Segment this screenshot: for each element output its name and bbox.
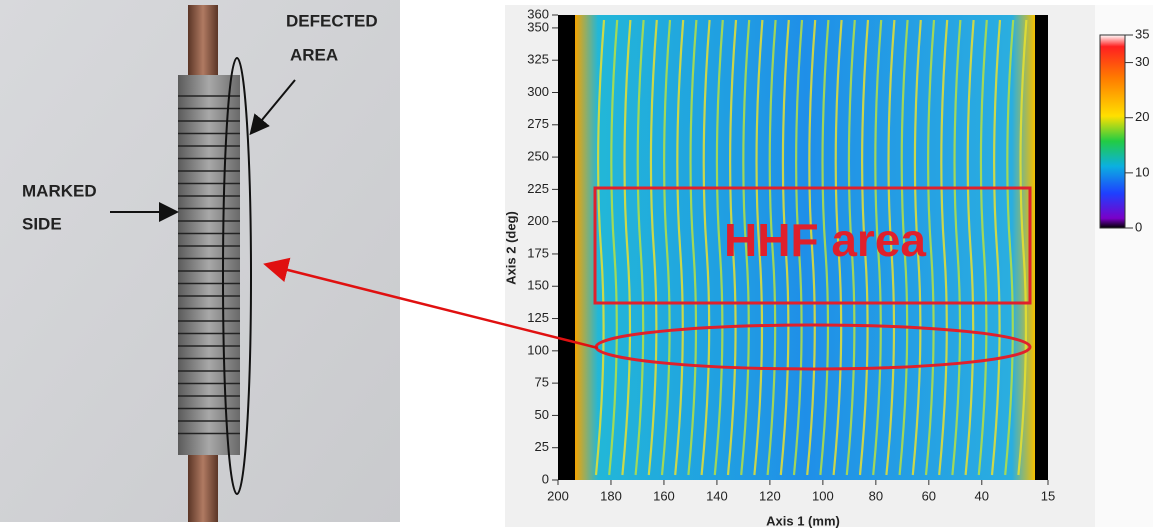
x-tick-label: 180 [600,488,622,503]
stripe [806,19,817,476]
stripe [726,19,738,476]
stripe [660,19,672,476]
stripe [951,19,962,476]
x-tick-label: 60 [922,488,936,503]
y-tick-label: 125 [527,310,549,325]
label: SIDE [22,214,62,233]
label: AREA [290,45,338,64]
stripe [1004,19,1015,476]
stripe [898,19,909,476]
stripe [1017,19,1028,476]
stripe [872,19,883,476]
x-axis-label: Axis 1 (mm) [766,513,840,528]
x-tick-label: 40 [975,488,989,503]
label: DEFECTED [286,11,378,30]
stripe [700,19,711,476]
stripe [792,19,804,476]
label: MARKED [22,181,97,200]
y-tick-label: 75 [535,375,549,390]
stripe [753,19,764,476]
x-tick-label: 120 [759,488,781,503]
x-tick-label: 100 [812,488,834,503]
y-tick-label: 275 [527,116,549,131]
y-tick-label: 0 [542,471,549,486]
stripe [647,19,658,476]
stripe [674,19,685,476]
stripe [713,19,724,476]
stripe [858,19,870,476]
y-tick-label: 250 [527,149,549,164]
stripe [819,19,830,476]
colorbar-tick-label: 10 [1135,164,1149,179]
stripe [977,19,988,476]
stripe [766,19,777,476]
stripe [964,19,975,476]
colorbar [1099,34,1126,229]
y-axis-label: Axis 2 (deg) [503,211,518,285]
stripe [779,19,790,476]
stripe [634,19,645,476]
heatmap-stripes [594,19,1028,476]
defect-ellipse [222,57,252,495]
heatmap-panel: HHF area Axis 1 (mm) Axis 2 (deg) 200 180… [263,5,1153,528]
colorbar-tick-label: 20 [1135,109,1149,124]
y-tick-label: 325 [527,52,549,67]
ticks: 200 180 160 140 120 100 80 60 40 1502550751001251… [527,6,1149,503]
hhf-box [593,186,1032,305]
photo: DEFECTED AREA MARKED SIDE [0,0,400,522]
stripe [608,19,619,476]
stripe [621,19,632,476]
hhf-label: HHF area [724,214,926,266]
stripe [911,19,922,476]
stripe [687,19,698,476]
stripe [845,19,856,476]
x-tick-label: 15 [1041,488,1055,503]
y-tick-label: 225 [527,181,549,196]
stripe [885,19,896,476]
y-tick-label: 200 [527,213,549,228]
y-tick-label: 150 [527,278,549,293]
colorbar-tick-label: 0 [1135,219,1142,234]
stripe [832,19,843,476]
rod [188,5,218,85]
y-tick-label: 350 [527,19,549,34]
stripe [990,19,1002,476]
colorbar-tick-label: 35 [1135,26,1149,41]
stripe [594,19,606,476]
specimen-slots [178,95,240,435]
x-tick-label: 140 [706,488,728,503]
y-tick-label: 25 [535,439,549,454]
stripe [740,19,751,476]
x-tick-label: 80 [869,488,883,503]
y-tick-label: 50 [535,407,549,422]
colorbar-tick-label: 30 [1135,54,1149,69]
stripe [924,19,936,476]
y-tick-label: 100 [527,342,549,357]
x-tick-label: 160 [653,488,675,503]
y-tick-label: 300 [527,84,549,99]
specimen [178,75,240,455]
y-tick-label: 360 [527,6,549,21]
x-tick-label: 200 [547,488,569,503]
stripe [938,19,949,476]
link-arrow [263,257,599,350]
y-tick-label: 175 [527,245,549,260]
arrow [249,79,296,136]
